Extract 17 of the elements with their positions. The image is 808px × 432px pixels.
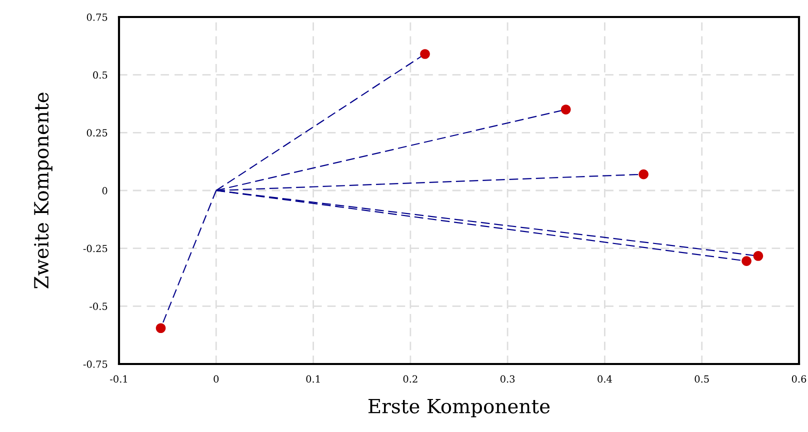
- x-tick-label: 0.2: [403, 375, 418, 383]
- x-tick-label: 0.5: [694, 375, 709, 383]
- x-tick-label: -0.1: [110, 375, 127, 383]
- x-tick-label: 0: [214, 375, 219, 383]
- y-tick-label: 0.25: [86, 129, 108, 136]
- x-tick-label: 0.4: [598, 375, 612, 383]
- x-axis-title: Erste Komponente: [368, 399, 550, 418]
- y-tick-label: 0.5: [93, 71, 108, 79]
- y-tick-label: 0.75: [86, 13, 108, 21]
- x-tick-label: 0.1: [306, 375, 320, 383]
- y-tick-label: -0.25: [83, 244, 108, 252]
- y-tick-label: -0.75: [83, 360, 108, 368]
- y-axis-title: Zweite Komponente: [34, 92, 52, 288]
- x-tick-label: 0.3: [500, 375, 515, 383]
- y-tick-label: 0: [102, 186, 108, 194]
- x-tick-label: 0.6: [792, 375, 806, 383]
- y-tick-label: -0.5: [90, 302, 108, 310]
